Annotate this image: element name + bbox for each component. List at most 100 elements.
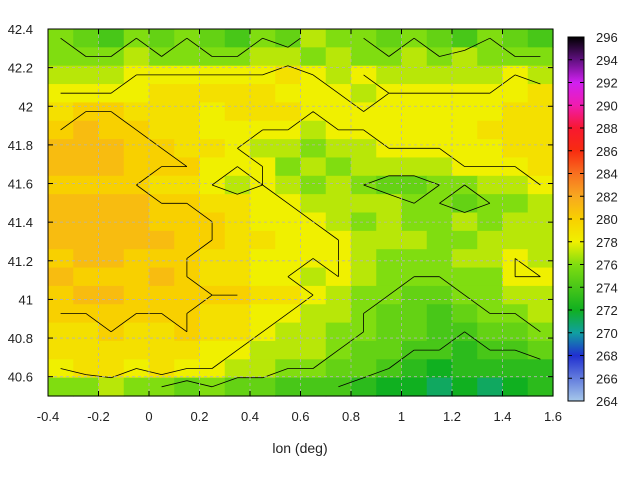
heatmap-cell — [351, 249, 377, 269]
heatmap-cell — [149, 359, 175, 379]
heatmap-cell — [123, 230, 150, 250]
heatmap-cell — [149, 175, 175, 195]
heatmap-cell — [477, 230, 504, 250]
heatmap-cell — [48, 285, 74, 305]
heatmap-cell — [376, 377, 403, 397]
heatmap-cell — [275, 285, 302, 305]
heatmap-cell — [250, 139, 276, 159]
heatmap-cell — [98, 194, 125, 214]
colorbar-tick-label: 290 — [596, 98, 618, 113]
heatmap-cell — [224, 322, 251, 342]
heatmap-cell — [502, 322, 529, 342]
heatmap-cell — [527, 249, 554, 269]
heatmap-cell — [426, 29, 453, 48]
heatmap-cell — [275, 65, 302, 85]
heatmap-cell — [149, 249, 175, 269]
heatmap-cell — [48, 322, 74, 342]
heatmap-cell — [452, 102, 478, 122]
heatmap-cell — [149, 29, 175, 48]
heatmap-cell — [300, 267, 327, 287]
heatmap-cell — [250, 194, 276, 214]
heatmap-cell — [401, 194, 428, 214]
heatmap-cell — [48, 194, 74, 214]
heatmap-cell — [477, 175, 504, 195]
heatmap-cell — [224, 194, 251, 214]
heatmap-cell — [73, 340, 100, 360]
heatmap-cell — [98, 120, 125, 140]
heatmap-cell — [325, 65, 352, 85]
heatmap-cell — [275, 139, 302, 159]
heatmap-cell — [401, 322, 428, 342]
heatmap-cell — [73, 65, 100, 85]
heatmap-cell — [452, 230, 478, 250]
heatmap-cell — [73, 285, 100, 305]
heatmap-cell — [527, 47, 554, 67]
heatmap-cell — [250, 47, 276, 67]
x-tick-label: -0.4 — [37, 409, 59, 424]
y-tick-label: 41.4 — [8, 215, 33, 230]
heatmap-cell — [300, 157, 327, 177]
x-tick-label: 0.4 — [241, 409, 259, 424]
heatmap-cell — [452, 267, 478, 287]
heatmap-cell — [123, 157, 150, 177]
heatmap-cell — [351, 157, 377, 177]
heatmap-cell — [477, 139, 504, 159]
heatmap-cell — [149, 340, 175, 360]
heatmap-cell — [123, 84, 150, 103]
heatmap-cell — [123, 340, 150, 360]
heatmap-cell — [351, 84, 377, 103]
heatmap-cell — [174, 285, 201, 305]
heatmap-cell — [426, 120, 453, 140]
heatmap-cell — [250, 285, 276, 305]
heatmap-cell — [426, 230, 453, 250]
heatmap-cell — [98, 84, 125, 103]
heatmap-cell — [300, 175, 327, 195]
x-axis-ticks: -0.4 -0.2 0 0.2 0.4 0.6 0.8 1 1.2 1.4 1.6 — [37, 29, 562, 424]
heatmap-cell — [98, 304, 125, 324]
x-tick-label: 1 — [398, 409, 405, 424]
heatmap-cell — [250, 267, 276, 287]
heatmap-cell — [199, 322, 226, 342]
heatmap-cell — [123, 102, 150, 122]
heatmap-cell — [199, 157, 226, 177]
heatmap-cell — [527, 120, 554, 140]
heatmap-cell — [149, 322, 175, 342]
heatmap-cell — [73, 230, 100, 250]
heatmap-cell — [502, 139, 529, 159]
heatmap-cell — [325, 175, 352, 195]
heatmap-cell — [48, 65, 74, 85]
y-axis-ticks: 40.6 40.8 41 41.2 41.4 41.6 41.8 42 42.2 42.4 — [8, 22, 553, 385]
heatmap-cell — [275, 322, 302, 342]
heatmap-cell — [527, 84, 554, 103]
heatmap-cell — [376, 29, 403, 48]
heatmap-cell — [250, 212, 276, 232]
colorbar-tick-label: 292 — [596, 76, 618, 91]
colorbar-tick-label: 280 — [596, 212, 618, 227]
heatmap-cell — [502, 29, 529, 48]
heatmap-cell — [477, 102, 504, 122]
heatmap-cell — [376, 322, 403, 342]
heatmap-cell — [300, 47, 327, 67]
heatmap-cell — [351, 377, 377, 397]
heatmap-cell — [477, 285, 504, 305]
heatmap-cell — [73, 267, 100, 287]
heatmap-cell — [300, 304, 327, 324]
heatmap-cell — [98, 359, 125, 379]
heatmap-cell — [300, 29, 327, 48]
heatmap-cell — [48, 157, 74, 177]
heatmap-cell — [48, 47, 74, 67]
grid-lines — [48, 29, 553, 396]
heatmap-cell — [300, 120, 327, 140]
heatmap-cell — [123, 249, 150, 269]
colorbar-tick-label: 274 — [596, 280, 618, 295]
heatmap-cell — [123, 139, 150, 159]
heatmap-cell — [527, 359, 554, 379]
heatmap-cell — [376, 212, 403, 232]
heatmap-cell — [98, 47, 125, 67]
colorbar-tick-label: 272 — [596, 303, 618, 318]
heatmap-cell — [48, 102, 74, 122]
heatmap-cell — [123, 322, 150, 342]
heatmap-cell — [376, 249, 403, 269]
heatmap-cell — [300, 230, 327, 250]
heatmap-cell — [98, 139, 125, 159]
